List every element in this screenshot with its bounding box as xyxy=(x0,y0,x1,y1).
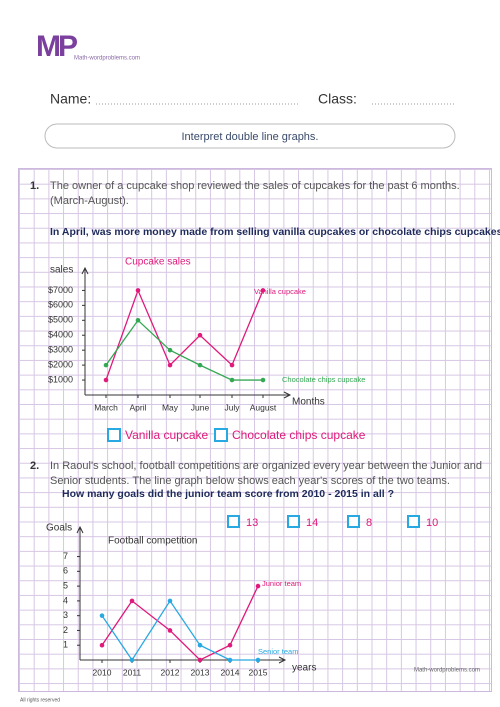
y-tick-label: $7000 xyxy=(48,285,73,295)
y-tick-label: $5000 xyxy=(48,315,73,325)
chart-title: Football competition xyxy=(108,536,198,547)
option: 13 xyxy=(246,517,258,529)
data-point xyxy=(99,613,105,618)
series-line xyxy=(101,585,259,661)
data-point xyxy=(167,347,173,353)
checkbox[interactable] xyxy=(347,515,360,528)
y-tick-label: 1 xyxy=(63,640,68,650)
x-tick-label: 2011 xyxy=(123,667,142,677)
x-axis-label: Months xyxy=(292,397,325,408)
series-line xyxy=(101,599,258,662)
series-line xyxy=(105,319,263,381)
series-label: Vanilla cupcake xyxy=(254,287,306,296)
x-axis-arrow xyxy=(283,391,292,399)
y-tick-label: $1000 xyxy=(48,374,73,384)
data-point xyxy=(255,657,261,663)
checkbox[interactable] xyxy=(227,515,240,528)
data-point xyxy=(103,362,109,368)
x-tick-label: March xyxy=(94,402,118,412)
data-point xyxy=(129,598,135,604)
y-tick-label: 5 xyxy=(63,580,68,590)
data-point xyxy=(135,288,141,293)
x-tick-label: 2012 xyxy=(161,667,180,677)
data-point xyxy=(129,657,135,663)
option: Vanilla cupcake xyxy=(125,428,208,442)
logo: MP xyxy=(36,30,77,63)
data-point xyxy=(197,332,203,338)
chart-title: Cupcake sales xyxy=(125,257,191,268)
series-label: Senior team xyxy=(258,647,298,656)
title-box xyxy=(44,123,456,149)
x-tick-label: 2010 xyxy=(93,667,112,677)
question-number: 1. xyxy=(30,180,39,192)
data-point xyxy=(255,583,261,589)
checkbox[interactable] xyxy=(407,515,420,528)
question: How many goals did the junior team score… xyxy=(62,488,394,500)
data-point xyxy=(229,377,235,383)
series-label: Chocolate chips cupcake xyxy=(282,375,365,384)
x-tick-label: 2015 xyxy=(249,667,268,677)
x-axis-label: years xyxy=(292,663,316,674)
x-tick-label: May xyxy=(162,402,179,412)
x-axis-arrow xyxy=(278,656,287,664)
y-tick-label: $3000 xyxy=(48,345,73,355)
data-point xyxy=(260,288,266,293)
data-point xyxy=(167,362,173,368)
y-axis-arrow xyxy=(81,266,89,275)
option: 14 xyxy=(306,517,318,529)
data-point xyxy=(197,642,203,648)
data-point xyxy=(103,377,109,383)
data-point xyxy=(167,598,173,604)
y-tick-label: 7 xyxy=(63,551,68,561)
checkbox[interactable] xyxy=(287,515,300,528)
y-tick-label: 6 xyxy=(63,566,68,576)
grid-paper xyxy=(18,168,492,692)
y-tick-label: 4 xyxy=(63,595,68,605)
series-line xyxy=(105,288,264,381)
y-tick-label: $4000 xyxy=(48,330,73,340)
y-axis-label: sales xyxy=(50,265,73,276)
checkbox[interactable] xyxy=(107,428,121,442)
x-tick-label: 2013 xyxy=(191,667,210,677)
option: Chocolate chips cupcake xyxy=(232,428,366,442)
x-tick-label: August xyxy=(250,402,277,412)
option: 10 xyxy=(426,517,438,529)
series-label: Junior team xyxy=(262,579,301,588)
data-point xyxy=(229,362,235,368)
data-point xyxy=(227,642,233,648)
question: In April, was more money made from selli… xyxy=(50,226,500,238)
data-point xyxy=(197,657,203,663)
data-point xyxy=(167,628,173,633)
question-text: The owner of a cupcake shop reviewed the… xyxy=(50,180,460,207)
data-point xyxy=(99,642,105,648)
y-tick-label: $2000 xyxy=(48,359,73,369)
question-number: 2. xyxy=(30,460,39,472)
x-tick-label: June xyxy=(191,402,210,412)
data-point xyxy=(227,657,233,663)
y-tick-label: 3 xyxy=(63,610,68,620)
brand: Math-wordproblems.com xyxy=(74,56,140,62)
name-label: Name: xyxy=(50,91,91,107)
y-tick-label: 2 xyxy=(63,625,68,635)
y-tick-label: $6000 xyxy=(48,300,73,310)
data-point xyxy=(197,362,203,368)
checkbox[interactable] xyxy=(214,428,228,442)
y-axis-label: Goals xyxy=(46,523,72,534)
title: Interpret double line graphs. xyxy=(182,131,319,143)
x-tick-label: July xyxy=(224,402,240,412)
rights: All rights reserved xyxy=(20,697,60,703)
x-tick-label: April xyxy=(129,402,146,412)
footer-brand: Math-wordproblems.com xyxy=(414,668,480,674)
class-label: Class: xyxy=(318,91,357,107)
question-text: In Raoul's school, football competitions… xyxy=(50,460,482,487)
option: 8 xyxy=(366,517,372,529)
x-tick-label: 2014 xyxy=(221,667,240,677)
y-axis-arrow xyxy=(76,525,84,534)
data-point xyxy=(135,317,141,323)
data-point xyxy=(260,377,266,383)
